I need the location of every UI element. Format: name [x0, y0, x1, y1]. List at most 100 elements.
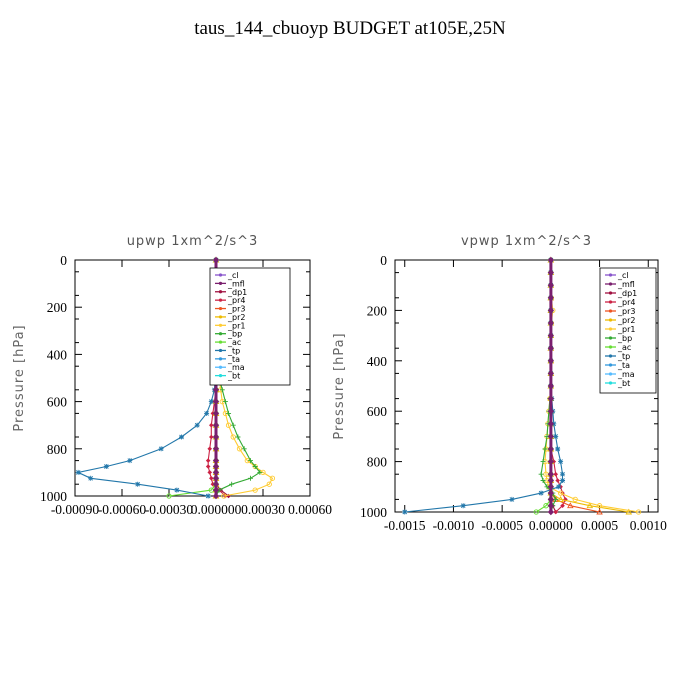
data-point-mfl [212, 386, 220, 394]
legend-marker [218, 357, 223, 361]
data-point-tp [174, 487, 180, 493]
panel-title: vpwp 1xm^2/s^3 [461, 234, 592, 249]
legend-entry: _bt [617, 379, 630, 388]
legend-marker [218, 348, 223, 353]
y-tick-label: 0 [380, 253, 387, 268]
data-point-ac [166, 493, 172, 499]
legend-entry: _mfl [227, 279, 245, 288]
data-point-pr1 [252, 487, 258, 493]
data-point-bp [235, 434, 241, 440]
data-point-mfl [212, 410, 220, 417]
legend-entry: _ta [227, 355, 240, 364]
legend-entry: _pr1 [617, 325, 635, 334]
data-point-tp [103, 464, 109, 469]
data-point-mfl [547, 433, 555, 440]
y-tick-label: 800 [367, 455, 388, 470]
data-point-mfl [212, 457, 220, 464]
data-point-mfl [547, 458, 555, 465]
data-point-pr4 [553, 471, 559, 477]
legend-entry: _tp [227, 346, 240, 355]
legend-entry: _bp [617, 334, 632, 343]
data-point-tp [555, 446, 561, 452]
data-point-mfl [547, 282, 555, 289]
data-point-mfl [547, 502, 555, 509]
legend-marker [608, 327, 613, 331]
legend-box [599, 267, 657, 394]
data-point-tp [194, 422, 200, 428]
x-tick-label: -0.00060 [98, 502, 147, 517]
data-point-pr2 [586, 502, 594, 509]
legend-entry: _ac [227, 338, 241, 347]
legend-marker [218, 315, 223, 319]
data-point-mfl [547, 477, 555, 484]
data-point-tp [204, 410, 210, 416]
legend-marker [608, 363, 613, 367]
data-point-mfl [547, 420, 555, 428]
data-point-pr3 [567, 502, 574, 509]
figure-title: taus_144_cbuoyp BUDGET at105E,25N [194, 18, 506, 39]
data-point-pr4 [209, 422, 214, 428]
data-point-tp [460, 503, 466, 509]
data-point-pr4 [555, 478, 560, 483]
legend: _cl_mfl_dp1_pr4_pr3_pr2_pr1_bp_ac_tp_ta_… [599, 267, 657, 394]
data-point-mfl [547, 395, 555, 402]
series-line-tp [76, 260, 217, 497]
data-point-ac [533, 509, 539, 515]
data-point-pr4 [560, 503, 565, 508]
data-point-mfl [547, 508, 555, 516]
data-point-bp [553, 496, 559, 502]
data-point-mfl [547, 294, 555, 302]
x-tick-label: 0.00000 [529, 518, 573, 533]
legend-marker [218, 340, 223, 344]
data-point-bp [222, 399, 228, 405]
legend-entry: _pr2 [617, 316, 635, 325]
legend-marker [608, 300, 613, 304]
data-point-pr4 [207, 470, 213, 475]
y-tick-label: 1000 [40, 489, 67, 504]
data-point-mfl [547, 496, 555, 503]
data-point-mfl [212, 492, 220, 500]
data-point-mfl [212, 475, 220, 482]
legend-marker [608, 381, 613, 385]
data-point-tp [538, 490, 544, 496]
chart-panel-1: upwp 1xm^2/s^3 Pressure [hPa] 0 200 400 600 80… [12, 234, 332, 517]
plot-frame [394, 259, 659, 513]
data-point-mfl [212, 433, 220, 441]
legend-entry: _pr4 [617, 298, 635, 307]
data-point-mfl [547, 332, 555, 339]
data-point-mfl [547, 269, 555, 276]
data-point-bp [542, 446, 548, 452]
legend-entry: _dp1 [617, 289, 637, 298]
legend-marker [218, 298, 223, 302]
panel-title: upwp 1xm^2/s^3 [127, 234, 259, 249]
data-point-pr1 [596, 503, 603, 509]
legend-marker [608, 318, 613, 322]
data-point-bp [229, 481, 235, 487]
y-tick-label: 600 [47, 395, 68, 410]
y-tick-label: 200 [47, 300, 68, 315]
data-point-mfl [547, 471, 555, 478]
data-point-pr1 [221, 493, 227, 499]
data-point-pr2 [557, 495, 564, 502]
legend-marker [218, 290, 223, 294]
legend-entry: _cl [227, 271, 239, 280]
data-point-pr1 [572, 496, 578, 503]
legend-marker [218, 306, 223, 311]
chart-panel-2: vpwp 1xm^2/s^3 Pressure [hPa] 0 200 400 600 80… [332, 234, 667, 533]
data-point-mfl [212, 398, 220, 405]
data-point-tp [158, 446, 164, 452]
data-point-pr1 [266, 481, 272, 487]
data-point-mfl [547, 307, 555, 314]
data-point-mfl [547, 345, 555, 352]
data-point-bp [241, 446, 247, 452]
data-point-bp [538, 471, 544, 477]
data-point-pr3 [596, 508, 603, 515]
data-point-bp [540, 478, 546, 483]
legend-box [209, 267, 291, 386]
y-tick-label: 400 [47, 347, 68, 362]
x-tick-label: -0.0010 [433, 518, 475, 533]
data-point-mfl [547, 370, 555, 377]
legend-entry: _bp [227, 330, 242, 339]
